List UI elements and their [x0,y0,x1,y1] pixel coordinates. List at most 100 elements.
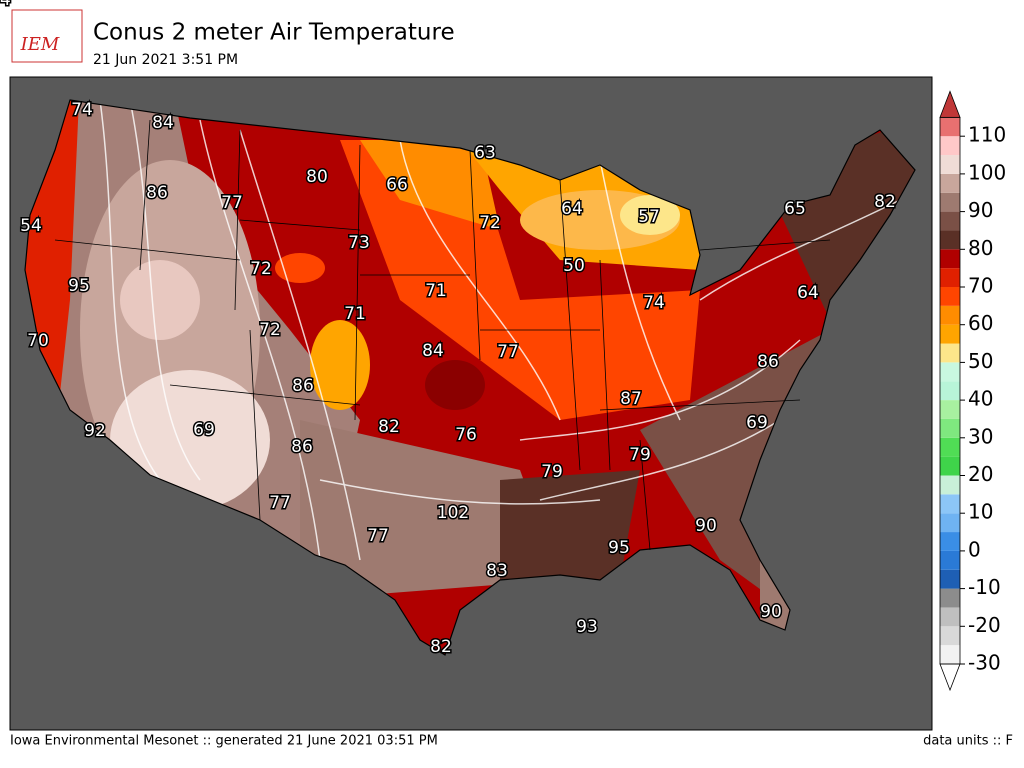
colorbar-band [940,155,960,174]
state-borders [54,119,831,551]
station-value: 77 [367,526,389,546]
title: Conus 2 meter Air Temperature [93,20,455,46]
colorbar-tick-label: 50 [968,349,993,373]
station-value: 74 [71,100,93,120]
station-value: 57 [638,207,660,227]
station-value: 77 [221,193,243,213]
station-value: 76 [455,425,477,445]
colorbar-tick-label: 110 [968,123,1006,147]
colorbar-band [940,645,960,664]
colorbar-tick-label: 100 [968,160,1006,184]
footer-left: Iowa Environmental Mesonet :: generated … [10,734,438,749]
colorbar-tick-label: 80 [968,236,993,260]
station-value: 64 [797,283,819,303]
subtitle: 21 Jun 2021 3:51 PM [93,52,238,68]
station-value: 87 [620,389,642,409]
colorbar-tick-label: -30 [968,651,1001,675]
station-value: 95 [608,538,630,558]
station-value: 90 [760,602,782,622]
colorbar-band [940,494,960,514]
station-value: 82 [378,417,400,437]
station-value: 93 [576,617,598,637]
station-value: 84 [422,341,444,361]
colorbar-band [940,362,960,382]
station-value: 54 [20,216,42,236]
station-value: 74 [643,293,665,313]
station-value: 77 [269,493,291,513]
colorbar-tick-label: -10 [968,575,1001,599]
station-value: 102 [437,503,469,523]
colorbar-band [940,287,960,306]
footer-right: data units :: F [923,734,1013,749]
colorbar-tick-label: 90 [968,198,993,222]
colorbar-band [940,192,960,212]
station-value: 70 [27,331,49,351]
station-value: 82 [874,192,896,212]
colorbar-band [940,117,960,137]
colorbar-band [940,475,960,495]
station-value: 86 [292,376,314,396]
colorbar-band [940,513,960,533]
colorbar-band [940,626,960,646]
station-value: 63 [474,143,496,163]
station-value: 73 [348,233,370,253]
station-value: 86 [757,352,779,372]
colorbar-band [940,437,960,457]
logo: IEM [11,9,83,63]
colorbar-band [940,230,960,250]
colorbar-band [940,569,960,589]
colorbar-band [940,532,960,551]
colorbar-frame [939,116,961,665]
colorbar-tick-label: 0 [968,537,981,561]
colorbar-tick-label: 60 [968,311,993,335]
station-value: 72 [479,213,501,233]
colorbar-band [940,324,960,344]
station-value: 92 [84,421,106,441]
station-value: 69 [746,413,768,433]
colorbar-band [940,456,960,476]
station-value: 71 [425,281,447,301]
colorbar-band [940,588,960,608]
station-value: 79 [629,445,651,465]
colorbar-tick-label: 70 [968,274,993,298]
colorbar-tick-label: 20 [968,462,993,486]
colorbar-band [940,249,960,269]
station-value: 83 [486,561,508,581]
station-value: 79 [541,462,563,482]
station-value: 90 [695,516,717,536]
station-value: 72 [259,320,281,340]
colorbar-tick-label: 10 [968,500,993,524]
colorbar-band [940,550,960,570]
colorbar-tick-label: 40 [968,387,993,411]
colorbar-under [939,663,961,692]
colorbar-tick-label: -20 [968,613,1001,637]
colorbar-over [939,90,961,118]
colorbar-band [940,173,960,193]
station-value: 50 [563,256,585,276]
colorbar-band [940,418,960,438]
station-value: 64 [561,199,583,219]
station-value: 66 [386,175,408,195]
colorbar-band [940,381,960,401]
station-value: 84 [152,113,174,133]
colorbar-band [940,343,960,363]
station-value: 77 [497,342,519,362]
station-value: 95 [68,276,90,296]
colorbar-band [940,305,960,325]
station-value: 71 [344,304,366,324]
colorbar-band [940,607,960,627]
logo-text: IEM [20,34,60,55]
station-value: 72 [250,259,272,279]
colorbar-tick-label: 30 [968,424,993,448]
station-value: 94 [0,0,11,10]
station-value: 69 [193,420,215,440]
station-value: 82 [430,637,452,657]
colorbar-band [940,136,960,156]
station-value: 80 [306,167,328,187]
station-value: 86 [291,437,313,457]
station-value: 65 [784,199,806,219]
station-value: 86 [146,183,168,203]
colorbar-band [940,268,960,287]
colorbar-band [940,400,960,419]
